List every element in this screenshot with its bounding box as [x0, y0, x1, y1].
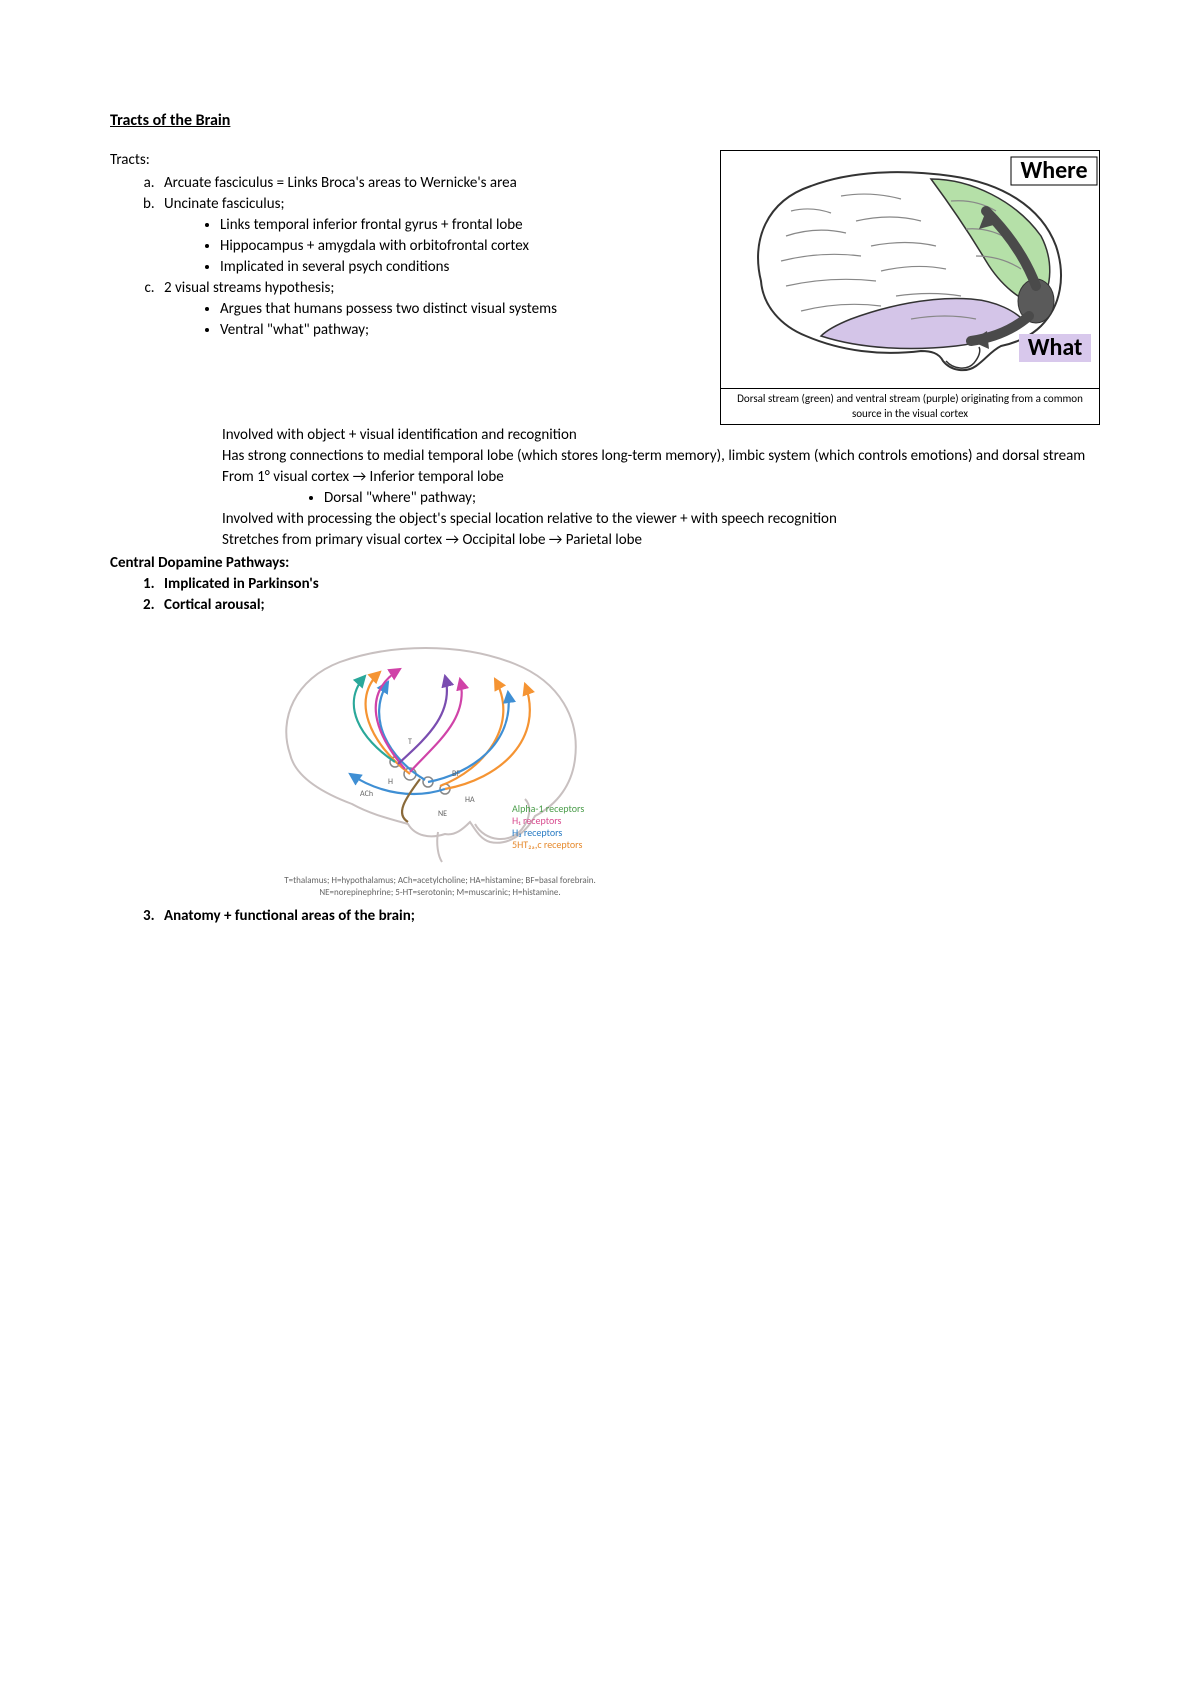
what-label: What: [1028, 333, 1083, 362]
tract-b-label: Uncinate fasciculus;: [164, 195, 284, 213]
page-title: Tracts of the Brain: [110, 110, 1100, 132]
item3: Anatomy + functional areas of the brain;: [158, 906, 1100, 927]
tract-c-bullets-short: Argues that humans possess two distinct …: [164, 299, 700, 341]
list-item: Stretches from primary visual cortex → O…: [222, 530, 1100, 551]
list-item: Has strong connections to medial tempora…: [222, 446, 1100, 467]
item3-list: Anatomy + functional areas of the brain;: [110, 906, 1100, 927]
list-item: Ventral "what" pathway;: [220, 320, 700, 341]
pathway-svg: T H ACh BF HA NE Alpha-1 receptors H₁ re…: [260, 624, 620, 864]
dorsal-sub-list: Involved with processing the object's sp…: [110, 509, 1100, 551]
tract-a: Arcuate fasciculus = Links Broca's areas…: [158, 173, 700, 194]
tract-c: 2 visual streams hypothesis; Argues that…: [158, 278, 700, 341]
pathway-figure-caption: T=thalamus; H=hypothalamus; ACh=acetylch…: [260, 875, 620, 898]
svg-text:HA: HA: [465, 795, 475, 805]
svg-text:T: T: [408, 737, 412, 747]
pathway-figure: T H ACh BF HA NE Alpha-1 receptors H₁ re…: [260, 624, 620, 871]
list-item: Hippocampus + amygdala with orbitofronta…: [220, 236, 700, 257]
svg-text:ACh: ACh: [360, 789, 373, 799]
list-item: Implicated in Parkinson's: [158, 574, 1100, 595]
list-item: Involved with processing the object's sp…: [222, 509, 1100, 530]
list-item: Links temporal inferior frontal gyrus + …: [220, 215, 700, 236]
receptor-legend: Alpha-1 receptors H₁ receptors H₃ recept…: [512, 802, 584, 851]
pathway-arcs: [350, 669, 530, 822]
left-column: Tracts: Arcuate fasciculus = Links Broca…: [110, 150, 700, 341]
list-item: From 1° visual cortex → Inferior tempora…: [222, 467, 1100, 488]
list-item: Implicated in several psych conditions: [220, 257, 700, 278]
dorsal-bullet: Dorsal "where" pathway;: [110, 488, 1100, 509]
tract-b: Uncinate fasciculus; Links temporal infe…: [158, 194, 700, 278]
where-label: Where: [1020, 156, 1087, 185]
brain-figure: Where What: [720, 150, 1100, 389]
dorsal-label: Dorsal "where" pathway;: [324, 488, 1100, 509]
list-item: Cortical arousal;: [158, 595, 1100, 616]
brain-svg: Where What: [721, 151, 1101, 381]
svg-text:BF: BF: [452, 769, 460, 779]
legend-item: 5HT₂ₐ,c receptors: [512, 838, 582, 851]
list-item: Argues that humans possess two distinct …: [220, 299, 700, 320]
right-column: Where What Dorsal stream (green) and ven…: [720, 150, 1100, 425]
svg-text:H: H: [388, 777, 393, 787]
dopamine-list: Implicated in Parkinson's Cortical arous…: [110, 574, 1100, 616]
svg-text:NE: NE: [438, 809, 447, 819]
tract-c-label: 2 visual streams hypothesis;: [164, 279, 334, 297]
tract-b-bullets: Links temporal inferior frontal gyrus + …: [164, 215, 700, 278]
tracts-list: Arcuate fasciculus = Links Broca's areas…: [110, 173, 700, 341]
dopamine-label: Central Dopamine Pathways:: [110, 553, 1100, 574]
list-item: Involved with object + visual identifica…: [222, 425, 1100, 446]
brain-figure-caption: Dorsal stream (green) and ventral stream…: [720, 389, 1100, 425]
tracts-label: Tracts:: [110, 150, 700, 171]
top-section: Tracts: Arcuate fasciculus = Links Broca…: [110, 150, 1100, 425]
ventral-sub-list: Involved with object + visual identifica…: [110, 425, 1100, 488]
